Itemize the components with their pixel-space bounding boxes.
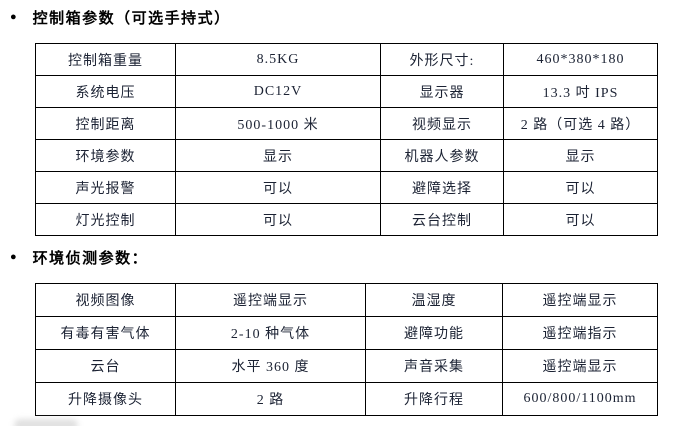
table-row: 系统电压 DC12V 显示器 13.3 吋 IPS (35, 75, 658, 108)
table-row: 灯光控制 可以 云台控制 可以 (35, 203, 658, 236)
table-row: 控制箱重量 8.5KG 外形尺寸: 460*380*180 (35, 43, 658, 76)
spec-value-cell: 500-1000 米 (175, 107, 381, 140)
spec-value-cell: 2-10 种气体 (175, 316, 366, 350)
scrollbar-thumb-artifact (14, 419, 78, 426)
spec-label-cell: 系统电压 (35, 75, 176, 108)
spec-label-cell: 避障功能 (365, 316, 503, 350)
spec-label-cell: 显示器 (380, 75, 504, 108)
spec-label-cell: 升降摄像头 (35, 382, 176, 416)
spec-label-cell: 云台 (35, 349, 176, 383)
spec-label-cell: 控制箱重量 (35, 43, 176, 76)
bullet-icon: ● (10, 11, 17, 23)
spec-value-cell: DC12V (175, 75, 381, 108)
spec-value-cell: 8.5KG (175, 43, 381, 76)
spec-label-cell: 视频显示 (380, 107, 504, 140)
spec-value-cell: 可以 (175, 203, 381, 236)
section-header-environment: ● 环境侦测参数： (10, 247, 148, 268)
spec-label-cell: 外形尺寸: (380, 43, 504, 76)
bullet-icon: ● (10, 251, 17, 263)
spec-value-cell: 显示 (175, 139, 381, 172)
spec-label-cell: 升降行程 (365, 382, 503, 416)
environment-table: 视频图像 遥控端显示 温湿度 遥控端显示 有毒有害气体 2-10 种气体 避障功… (35, 283, 658, 416)
spec-value-cell: 可以 (175, 171, 381, 204)
section-header-control-box: ● 控制箱参数（可选手持式） (10, 7, 231, 28)
spec-value-cell: 可以 (503, 171, 658, 204)
table-row: 声光报警 可以 避障选择 可以 (35, 171, 658, 204)
section-title: 环境侦测参数： (32, 251, 149, 267)
spec-value-cell: 遥控端指示 (502, 316, 658, 350)
spec-value-cell: 13.3 吋 IPS (503, 75, 658, 108)
spec-label-cell: 温湿度 (365, 283, 503, 317)
table-row: 控制距离 500-1000 米 视频显示 2 路（可选 4 路） (35, 107, 658, 140)
spec-label-cell: 视频图像 (35, 283, 176, 317)
control-box-table: 控制箱重量 8.5KG 外形尺寸: 460*380*180 系统电压 DC12V… (35, 43, 658, 236)
spec-label-cell: 避障选择 (380, 171, 504, 204)
spec-value-cell: 水平 360 度 (175, 349, 366, 383)
spec-value-cell: 600/800/1100mm (502, 382, 658, 416)
spec-label-cell: 灯光控制 (35, 203, 176, 236)
spec-value-cell: 2 路 (175, 382, 366, 416)
table-row: 有毒有害气体 2-10 种气体 避障功能 遥控端指示 (35, 316, 658, 350)
spec-value-cell: 显示 (503, 139, 658, 172)
spec-label-cell: 机器人参数 (380, 139, 504, 172)
spec-label-cell: 声音采集 (365, 349, 503, 383)
table-row: 升降摄像头 2 路 升降行程 600/800/1100mm (35, 382, 658, 416)
spec-label-cell: 声光报警 (35, 171, 176, 204)
table-row: 环境参数 显示 机器人参数 显示 (35, 139, 658, 172)
spec-value-cell: 可以 (503, 203, 658, 236)
spec-value-cell: 遥控端显示 (502, 283, 658, 317)
spec-value-cell: 遥控端显示 (175, 283, 366, 317)
spec-value-cell: 遥控端显示 (502, 349, 658, 383)
table-row: 视频图像 遥控端显示 温湿度 遥控端显示 (35, 283, 658, 317)
spec-label-cell: 有毒有害气体 (35, 316, 176, 350)
spec-label-cell: 环境参数 (35, 139, 176, 172)
section-title: 控制箱参数（可选手持式） (32, 11, 231, 27)
table-row: 云台 水平 360 度 声音采集 遥控端显示 (35, 349, 658, 383)
spec-value-cell: 2 路（可选 4 路） (503, 107, 658, 140)
spec-label-cell: 云台控制 (380, 203, 504, 236)
spec-value-cell: 460*380*180 (503, 43, 658, 76)
spec-label-cell: 控制距离 (35, 107, 176, 140)
